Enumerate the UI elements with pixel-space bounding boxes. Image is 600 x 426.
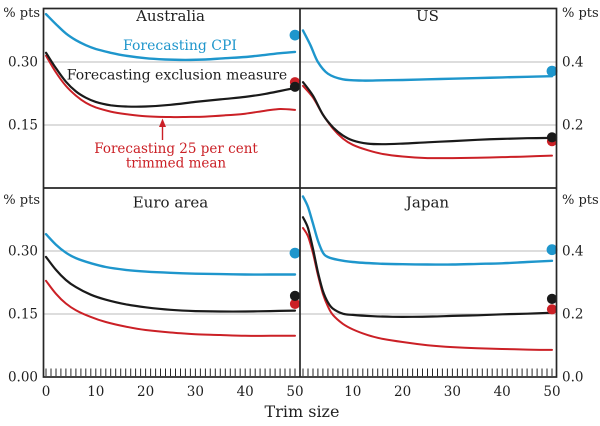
panel-euro-area [44, 233, 301, 337]
us-exclusion-trim50-marker [546, 132, 558, 143]
euro-area-trimmed-line [45, 279, 296, 337]
us-cpi-trim50-marker [546, 65, 558, 77]
annotation-forecasting-cpi: Forecasting CPI [123, 38, 237, 54]
x-axis-minor-ticks [45, 368, 553, 376]
x-axis-tick-label: 40 [494, 384, 511, 400]
y-axis-left-tick-label: 0.30 [8, 55, 38, 71]
y-axis-right-tick-label: 0.2 [562, 307, 583, 323]
annotation-trimmed-mean-line1: Forecasting 25 per cent [94, 141, 258, 157]
us-cpi-line [301, 29, 554, 82]
australia-cpi-trim50-marker [289, 29, 301, 41]
y-axis-left-tick-label: 0.15 [8, 307, 38, 323]
y-axis-unit-mid-left: % pts [3, 193, 40, 208]
panel-title-australia: Australia [135, 7, 205, 25]
y-axis-left-tick-label: 0.30 [8, 244, 38, 260]
panel-title-euro-area: Euro area [133, 194, 209, 212]
panel-frame [42, 7, 558, 378]
y-axis-right-tick-label: 0.4 [562, 55, 583, 71]
x-axis-tick-label: 10 [87, 384, 104, 400]
panel-us [301, 29, 558, 160]
x-axis-tick-label: 50 [286, 384, 303, 400]
x-axis-tick-label: 10 [344, 384, 361, 400]
axis-tick-labels: 0.300.150.300.150.000.40.20.40.20.00 10 20… [8, 55, 584, 401]
australia-exclusion-line [44, 51, 297, 108]
y-axis-right-tick-label: 0.0 [562, 370, 583, 386]
us-trimmed-line [302, 84, 553, 160]
y-axis-right-tick-label: 0.4 [562, 244, 583, 260]
text-labels: % pts % pts % pts % pts Australia US Eur… [3, 6, 598, 421]
x-axis-tick-label: 50 [543, 384, 560, 400]
australia-exclusion-trim50-marker [289, 81, 301, 92]
annotation-forecasting-exclusion: Forecasting exclusion measure [67, 68, 287, 84]
panel-australia [44, 12, 301, 119]
y-axis-right-tick-label: 0.2 [562, 118, 583, 134]
panel-japan [301, 195, 558, 351]
euro-area-exclusion-line [44, 255, 297, 313]
x-axis-tick-label: 20 [137, 384, 154, 400]
y-axis-unit-top-right: % pts [562, 6, 599, 21]
japan-exclusion-trim50-marker [546, 293, 558, 304]
x-axis-tick-label: 0 [42, 384, 51, 400]
annotation-trimmed-mean-line2: trimmed mean [126, 156, 227, 172]
x-axis-tick-label: 20 [394, 384, 411, 400]
australia-trimmed-line [45, 54, 296, 119]
australia-cpi-line [44, 12, 297, 62]
x-axis-title: Trim size [265, 402, 340, 421]
japan-trimmed-line [302, 227, 553, 351]
panel-title-japan: Japan [404, 194, 450, 212]
euro-area-exclusion-trim50-marker [289, 290, 301, 301]
y-axis-unit-mid-right: % pts [562, 193, 599, 208]
x-axis-tick-label: 40 [237, 384, 254, 400]
y-axis-unit-top-left: % pts [3, 6, 40, 21]
panel-title-us: US [416, 7, 439, 25]
series-layer [44, 12, 558, 351]
euro-area-cpi-trim50-marker [289, 247, 301, 259]
japan-cpi-trim50-marker [546, 244, 558, 256]
japan-exclusion-line [301, 216, 554, 318]
x-axis-tick-label: 30 [187, 384, 204, 400]
euro-area-trimmed-trim50-marker [289, 298, 301, 309]
annotation-arrow-up [159, 118, 166, 140]
japan-trimmed-trim50-marker [546, 304, 558, 315]
japan-cpi-line [301, 195, 554, 266]
y-axis-left-tick-label: 0.00 [8, 370, 38, 386]
x-axis-tick-label: 30 [444, 384, 461, 400]
euro-area-cpi-line [44, 233, 297, 276]
y-axis-left-tick-label: 0.15 [8, 118, 38, 134]
us-exclusion-line [301, 81, 554, 146]
